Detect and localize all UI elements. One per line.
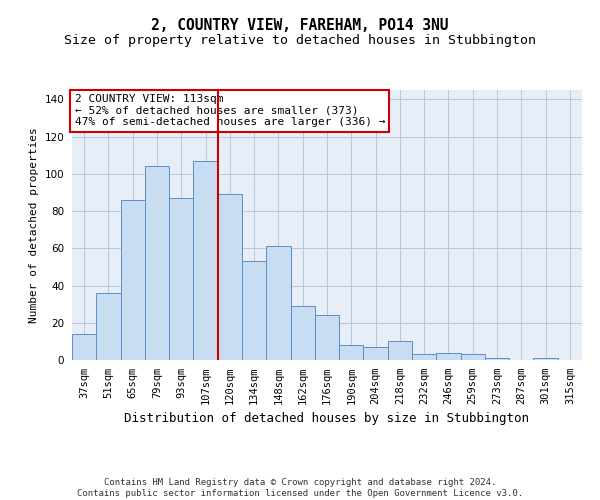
Bar xyxy=(145,166,169,360)
Bar xyxy=(169,198,193,360)
Bar xyxy=(436,352,461,360)
X-axis label: Distribution of detached houses by size in Stubbington: Distribution of detached houses by size … xyxy=(125,412,530,425)
Bar xyxy=(485,358,509,360)
Bar xyxy=(96,293,121,360)
Bar xyxy=(72,334,96,360)
Bar xyxy=(388,342,412,360)
Bar xyxy=(121,200,145,360)
Text: Size of property relative to detached houses in Stubbington: Size of property relative to detached ho… xyxy=(64,34,536,47)
Bar xyxy=(290,306,315,360)
Text: 2 COUNTRY VIEW: 113sqm
← 52% of detached houses are smaller (373)
47% of semi-de: 2 COUNTRY VIEW: 113sqm ← 52% of detached… xyxy=(74,94,385,127)
Y-axis label: Number of detached properties: Number of detached properties xyxy=(29,127,39,323)
Bar xyxy=(461,354,485,360)
Bar xyxy=(339,345,364,360)
Bar xyxy=(315,316,339,360)
Bar xyxy=(364,347,388,360)
Text: 2, COUNTRY VIEW, FAREHAM, PO14 3NU: 2, COUNTRY VIEW, FAREHAM, PO14 3NU xyxy=(151,18,449,32)
Bar xyxy=(533,358,558,360)
Bar xyxy=(218,194,242,360)
Bar xyxy=(266,246,290,360)
Bar xyxy=(242,262,266,360)
Bar xyxy=(412,354,436,360)
Text: Contains HM Land Registry data © Crown copyright and database right 2024.
Contai: Contains HM Land Registry data © Crown c… xyxy=(77,478,523,498)
Bar xyxy=(193,161,218,360)
